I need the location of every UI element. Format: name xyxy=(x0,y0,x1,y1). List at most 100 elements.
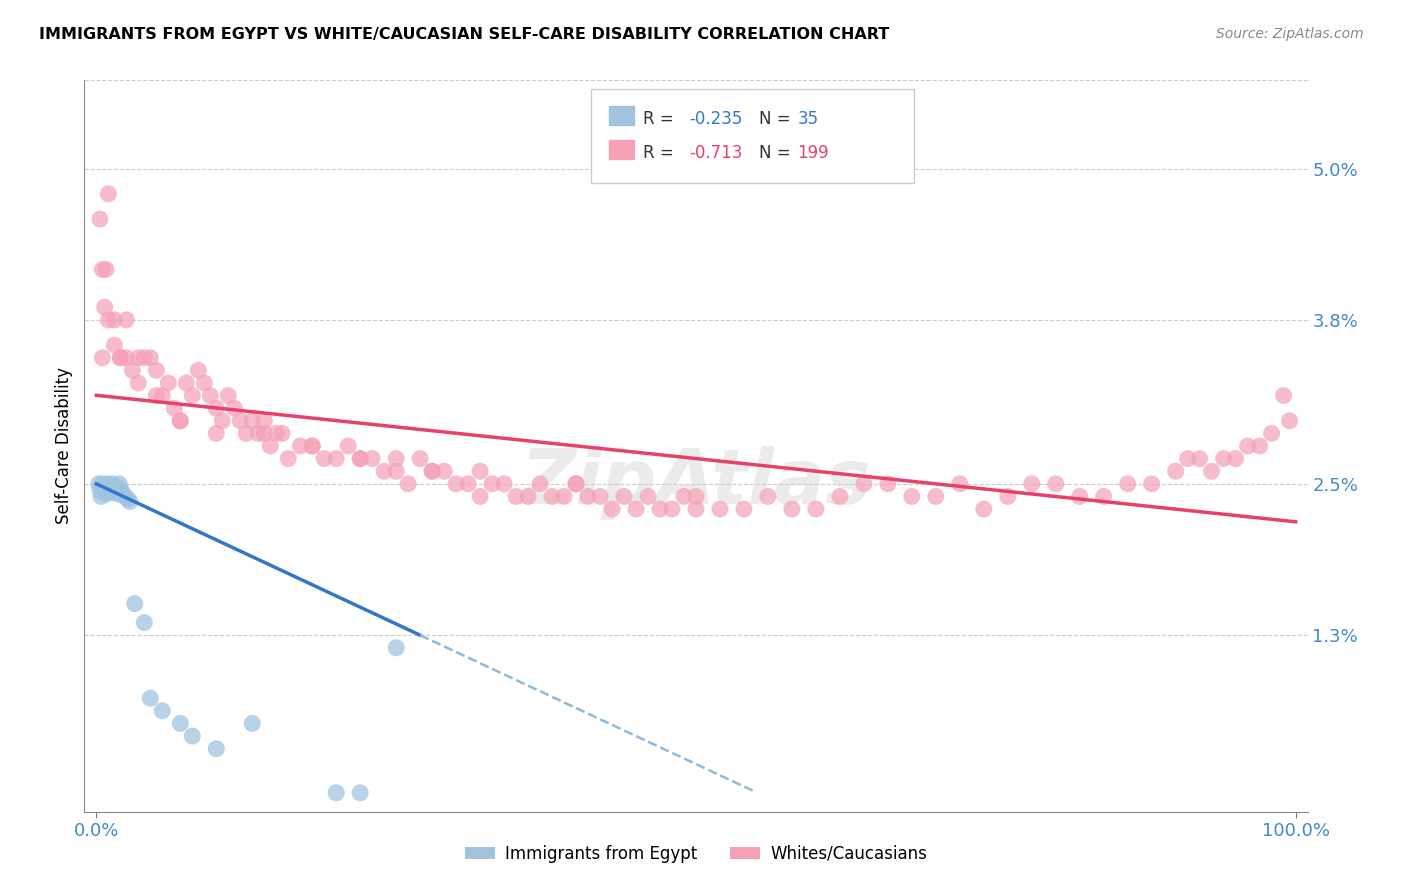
Point xyxy=(105,483,128,497)
Point xyxy=(124,597,146,611)
Point xyxy=(118,494,141,508)
Point xyxy=(108,476,131,491)
Point xyxy=(409,451,432,466)
Point xyxy=(193,376,215,390)
Point xyxy=(1225,451,1247,466)
Point xyxy=(181,729,204,743)
Point xyxy=(901,490,924,504)
Point xyxy=(240,716,263,731)
Point xyxy=(91,476,114,491)
Point xyxy=(145,388,167,402)
Point xyxy=(385,451,408,466)
Point xyxy=(925,490,948,504)
Text: 35: 35 xyxy=(797,110,818,128)
Point xyxy=(200,388,222,402)
Point xyxy=(1021,476,1043,491)
Text: N =: N = xyxy=(759,110,796,128)
Point xyxy=(385,640,408,655)
Text: 199: 199 xyxy=(797,144,828,161)
Point xyxy=(589,490,612,504)
Point xyxy=(271,426,294,441)
Point xyxy=(247,426,270,441)
Point xyxy=(110,351,132,365)
Point xyxy=(103,338,125,352)
Point xyxy=(253,426,276,441)
Point xyxy=(139,691,162,706)
Point xyxy=(97,313,120,327)
Point xyxy=(115,351,138,365)
Point xyxy=(1045,476,1067,491)
Point xyxy=(396,476,419,491)
Point xyxy=(103,485,125,500)
Text: N =: N = xyxy=(759,144,796,161)
Point xyxy=(110,351,132,365)
Point xyxy=(150,388,173,402)
Point xyxy=(385,464,408,478)
Point xyxy=(301,439,323,453)
Point xyxy=(973,502,995,516)
Point xyxy=(259,439,281,453)
Text: -0.235: -0.235 xyxy=(689,110,742,128)
Point xyxy=(1188,451,1211,466)
Point xyxy=(96,476,118,491)
Point xyxy=(301,439,323,453)
Text: Source: ZipAtlas.com: Source: ZipAtlas.com xyxy=(1216,27,1364,41)
Point xyxy=(685,490,707,504)
Point xyxy=(314,451,336,466)
Point xyxy=(1272,388,1295,402)
Point xyxy=(624,502,647,516)
Point xyxy=(1116,476,1139,491)
Point xyxy=(94,262,117,277)
Point xyxy=(876,476,898,491)
Point xyxy=(349,451,371,466)
Point xyxy=(127,351,149,365)
Point xyxy=(1069,490,1091,504)
Point xyxy=(94,487,117,501)
Point xyxy=(613,490,636,504)
Point xyxy=(169,414,191,428)
Text: ZipAtlas: ZipAtlas xyxy=(520,446,872,519)
Point xyxy=(444,476,467,491)
Text: IMMIGRANTS FROM EGYPT VS WHITE/CAUCASIAN SELF-CARE DISABILITY CORRELATION CHART: IMMIGRANTS FROM EGYPT VS WHITE/CAUCASIAN… xyxy=(39,27,890,42)
Point xyxy=(576,490,599,504)
Point xyxy=(187,363,209,377)
Point xyxy=(361,451,384,466)
Point xyxy=(565,476,588,491)
Point xyxy=(240,414,263,428)
Point xyxy=(174,376,197,390)
Point xyxy=(1201,464,1223,478)
Point xyxy=(997,490,1019,504)
Point xyxy=(529,476,551,491)
Point xyxy=(648,502,671,516)
Point xyxy=(1278,414,1301,428)
Point xyxy=(89,212,111,227)
Point xyxy=(709,502,731,516)
Point xyxy=(600,502,623,516)
Point xyxy=(1140,476,1163,491)
Point xyxy=(205,741,228,756)
Point xyxy=(93,479,117,493)
Point xyxy=(672,490,695,504)
Point xyxy=(91,351,114,365)
Point xyxy=(349,451,371,466)
Point xyxy=(229,414,252,428)
Point xyxy=(565,476,588,491)
Point xyxy=(134,615,156,630)
Legend: Immigrants from Egypt, Whites/Caucasians: Immigrants from Egypt, Whites/Caucasians xyxy=(458,838,934,869)
Point xyxy=(733,502,755,516)
Point xyxy=(93,300,117,314)
Point xyxy=(127,376,149,390)
Point xyxy=(205,401,228,416)
Point xyxy=(157,376,180,390)
Point xyxy=(756,490,779,504)
Point xyxy=(505,490,527,504)
Point xyxy=(433,464,456,478)
Point xyxy=(98,485,121,500)
Point xyxy=(211,414,233,428)
Point xyxy=(110,482,132,496)
Point xyxy=(541,490,564,504)
Point xyxy=(110,484,132,499)
Point xyxy=(103,313,125,327)
Point xyxy=(235,426,257,441)
Point xyxy=(1092,490,1115,504)
